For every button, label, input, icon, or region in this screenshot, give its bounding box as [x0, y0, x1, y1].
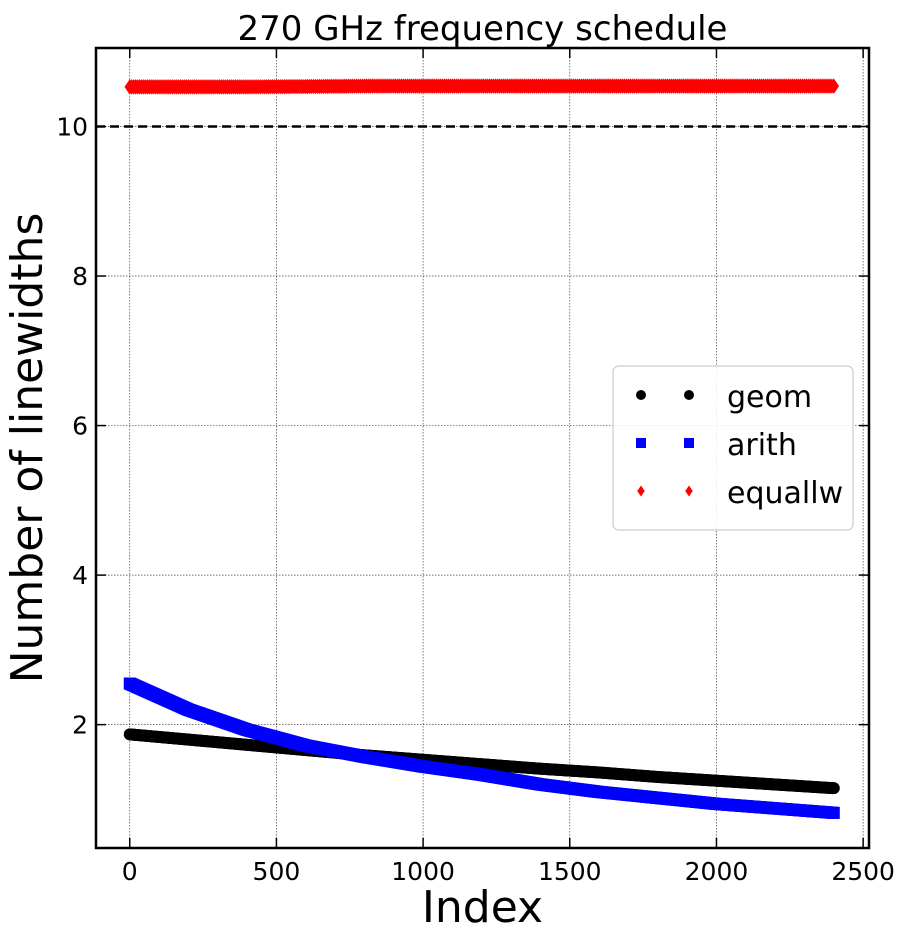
series-arith	[123, 677, 840, 819]
legend-marker	[637, 485, 645, 497]
x-tick-label: 2500	[831, 857, 895, 886]
equallw-point	[828, 78, 840, 94]
y-tick-label: 6	[72, 412, 88, 441]
x-tick-label: 500	[253, 857, 301, 886]
arith-point	[827, 806, 840, 819]
legend: geom arith equallw	[612, 365, 854, 531]
y-tick-label: 2	[72, 711, 88, 740]
geom-point	[827, 782, 840, 795]
legend-label: geom	[727, 380, 812, 415]
legend-marker	[636, 438, 646, 448]
x-tick-label: 2000	[685, 857, 749, 886]
legend-label: equallw	[727, 476, 843, 511]
axis-ticks: 0 500 1000 1500 2000 2500 2 4 6 8 10	[56, 48, 895, 886]
y-tick-label: 10	[56, 113, 88, 142]
legend-item-arith: arith	[636, 428, 797, 463]
x-tick-label: 1000	[391, 857, 455, 886]
legend-marker	[684, 438, 694, 448]
data-series	[123, 78, 840, 819]
plot-frame	[94, 46, 871, 850]
legend-marker	[636, 390, 646, 400]
y-tick-label: 4	[72, 561, 88, 590]
x-tick-label: 0	[122, 857, 138, 886]
legend-item-geom: geom	[636, 380, 812, 415]
y-tick-label: 8	[72, 262, 88, 291]
y-axis-title: Number of linewidths	[2, 213, 53, 684]
series-equallw	[124, 78, 840, 95]
legend-label: arith	[727, 428, 797, 463]
legend-box	[612, 365, 854, 531]
legend-item-equallw: equallw	[637, 476, 843, 511]
chart-title: 270 GHz frequency schedule	[238, 9, 728, 49]
x-tick-label: 1500	[538, 857, 602, 886]
series-geom	[123, 728, 840, 795]
legend-marker	[685, 485, 693, 497]
x-axis-title: Index	[422, 882, 543, 933]
legend-marker	[684, 390, 694, 400]
